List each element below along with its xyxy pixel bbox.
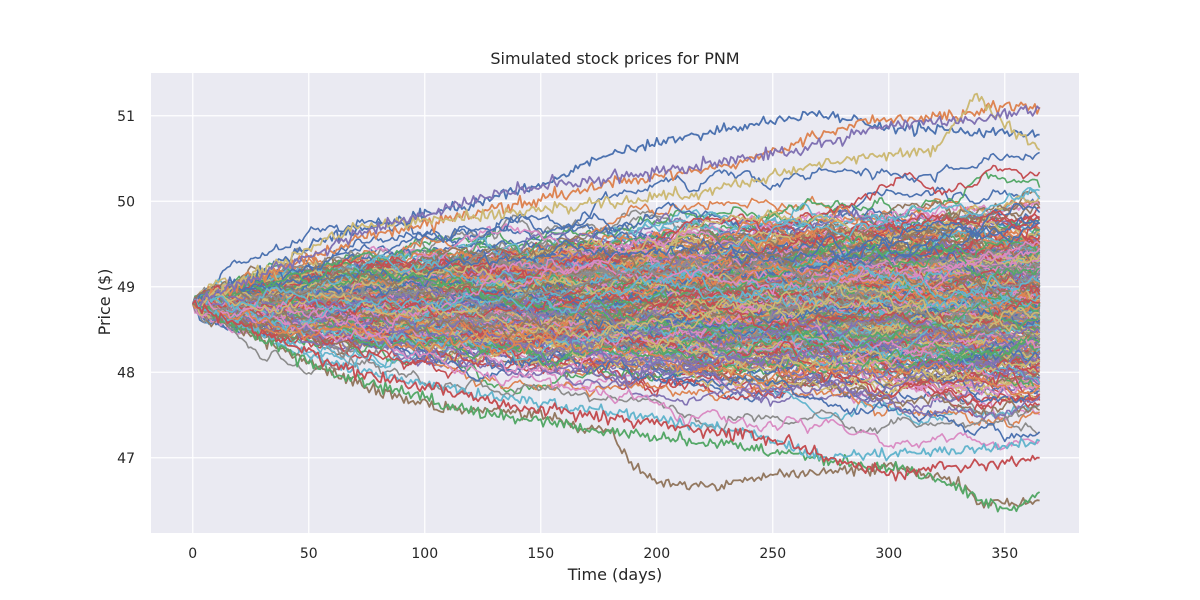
y-tick-label: 48 [117,365,135,381]
simulated-path [192,285,1041,352]
simulated-path [192,230,1041,308]
simulated-path [192,220,1041,305]
simulated-path [192,298,1041,451]
x-axis-label: Time (days) [567,565,663,584]
y-tick-label: 47 [117,451,135,467]
x-tick-label: 200 [643,546,670,562]
chart-title: Simulated stock prices for PNM [490,49,739,68]
y-axis-ticks: 47 48 49 50 51 [117,109,135,467]
simulated-path [192,263,1040,314]
simulated-path [192,257,1041,320]
simulated-path-extreme [192,299,1040,482]
y-tick-label: 50 [117,194,135,210]
simulated-path [192,187,1041,332]
y-tick-label: 51 [117,109,135,125]
simulated-path-extreme [192,298,1040,462]
simulated-path [192,267,1040,351]
simulated-path [192,292,1040,386]
simulated-path [192,294,1040,361]
y-axis-label: Price ($) [95,269,114,336]
x-tick-label: 0 [188,546,197,562]
simulated-path-extreme [192,303,1040,509]
simulated-path [192,254,1041,322]
simulated-path-extreme [191,110,1040,305]
series-lines [191,92,1041,513]
x-tick-label: 50 [300,546,318,562]
simulated-path-extreme [192,100,1041,309]
simulated-path [192,300,1041,420]
simulated-path-extreme [192,92,1041,308]
simulated-path [192,202,1041,307]
x-tick-label: 250 [759,546,786,562]
simulated-path [192,201,1041,305]
simulated-path [192,291,1040,332]
simulated-path [192,272,1040,341]
plot-area [151,73,1079,533]
simulated-path-extreme [191,104,1041,309]
simulated-path-extreme [192,300,1041,513]
x-tick-label: 350 [991,546,1018,562]
x-tick-label: 150 [527,546,554,562]
x-tick-label: 100 [411,546,438,562]
simulated-path [192,287,1040,338]
x-axis-ticks: 0 50 100 150 200 250 300 350 [188,546,1018,562]
y-tick-label: 49 [117,280,135,296]
simulated-path [192,151,1040,310]
simulated-path [192,287,1041,396]
x-tick-label: 300 [875,546,902,562]
simulated-path [192,295,1041,401]
